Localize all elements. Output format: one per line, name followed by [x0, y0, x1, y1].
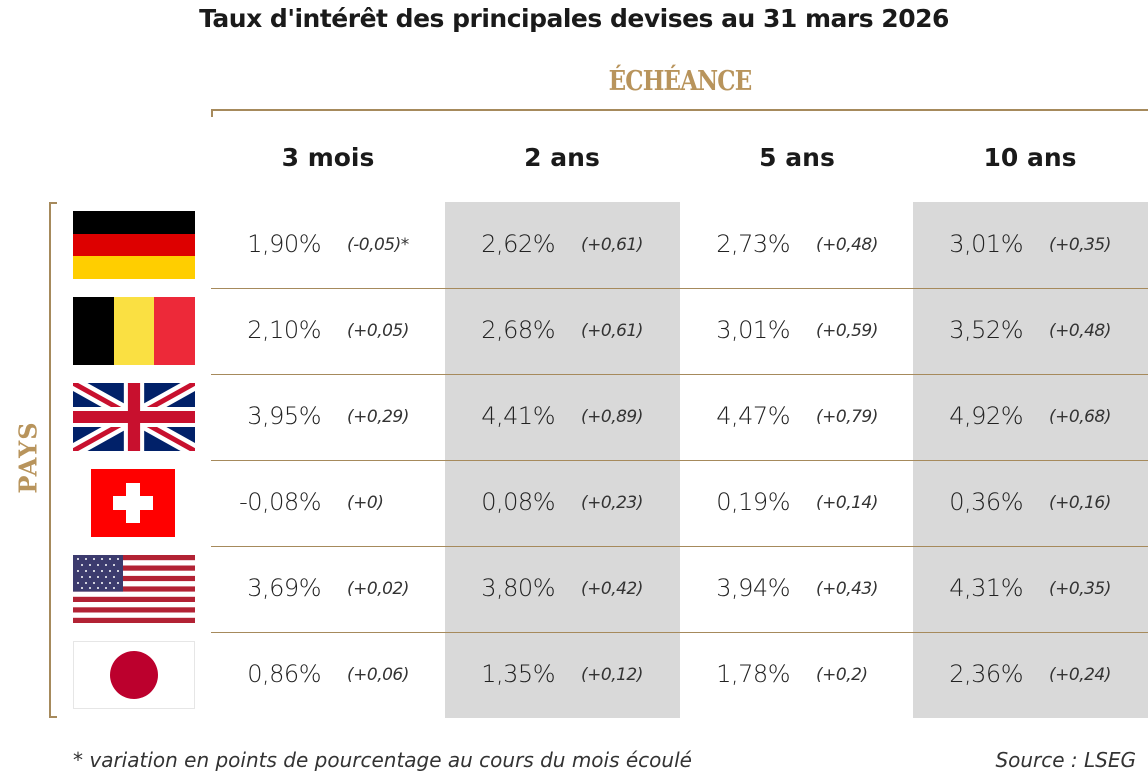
rate-change: (+0,42): [581, 579, 643, 599]
row-separator: [211, 632, 1148, 633]
rate-value: 4,31%: [949, 574, 1023, 602]
table-cell: 2,36% (+0,24): [913, 632, 1147, 718]
table-cell: 0,36% (+0,16): [913, 460, 1147, 546]
table-cell: 0,08% (+0,23): [445, 460, 679, 546]
rate-value: 2,73%: [716, 230, 790, 258]
rate-value: 2,10%: [247, 316, 321, 344]
rate-value: 2,68%: [481, 316, 555, 344]
table-cell: 0,19% (+0,14): [680, 460, 914, 546]
rate-value: 1,90%: [247, 230, 321, 258]
table-cell: 4,92% (+0,68): [913, 374, 1147, 460]
table-cell: 3,94% (+0,43): [680, 546, 914, 632]
rate-change: (+0,16): [1049, 493, 1111, 513]
table-cell: 4,31% (+0,35): [913, 546, 1147, 632]
column-group-divider: [211, 109, 1148, 111]
row-separator: [211, 546, 1148, 547]
rate-value: 3,94%: [716, 574, 790, 602]
row-group-label: PAYS: [13, 421, 43, 494]
table-cell: 2,10% (+0,05): [211, 288, 445, 374]
column-group-divider-tick: [211, 109, 213, 117]
rate-change: (+0,12): [581, 665, 643, 685]
rate-change: (+0,29): [347, 407, 409, 427]
germany-flag-icon: [73, 211, 195, 279]
table-cell: 1,78% (+0,2): [680, 632, 914, 718]
rate-change: (+0,48): [816, 235, 878, 255]
rate-change: (+0,23): [581, 493, 643, 513]
table-cell: 4,47% (+0,79): [680, 374, 914, 460]
table-cell: 3,95% (+0,29): [211, 374, 445, 460]
rate-change: (+0): [347, 493, 384, 513]
rate-value: 1,78%: [716, 660, 790, 688]
rate-change: (+0,14): [816, 493, 878, 513]
rate-value: 0,36%: [949, 488, 1023, 516]
footnote: * variation en points de pourcentage au …: [73, 748, 692, 772]
table-cell: 0,86% (+0,06): [211, 632, 445, 718]
row-separator: [211, 374, 1148, 375]
rate-change: (+0,61): [581, 235, 643, 255]
table-cell: 2,73% (+0,48): [680, 202, 914, 288]
column-group-label: ÉCHÉANCE: [608, 66, 753, 97]
rate-value: 4,92%: [949, 402, 1023, 430]
table-cell: 2,62% (+0,61): [445, 202, 679, 288]
row-separator: [211, 288, 1148, 289]
rate-value: 0,86%: [247, 660, 321, 688]
row-group-bracket-tick: [49, 202, 57, 204]
rate-value: 3,01%: [949, 230, 1023, 258]
table-cell: 3,52% (+0,48): [913, 288, 1147, 374]
rate-change: (+0,24): [1049, 665, 1111, 685]
rate-change: (+0,06): [347, 665, 409, 685]
table-cell: 3,80% (+0,42): [445, 546, 679, 632]
united-kingdom-flag-icon: [73, 383, 195, 451]
rate-change: (+0,35): [1049, 235, 1111, 255]
rate-change: (+0,89): [581, 407, 643, 427]
rate-value: -0,08%: [239, 488, 321, 516]
rate-value: 4,47%: [716, 402, 790, 430]
rate-value: 2,36%: [949, 660, 1023, 688]
rate-change: (+0,68): [1049, 407, 1111, 427]
united-states-flag-icon: [73, 555, 195, 623]
rate-change: (+0,02): [347, 579, 409, 599]
rate-change: (+0,2): [816, 665, 868, 685]
column-header: 5 ans: [759, 143, 835, 172]
rate-change: (+0,61): [581, 321, 643, 341]
rate-change: (+0,35): [1049, 579, 1111, 599]
rate-value: 4,41%: [481, 402, 555, 430]
table-cell: 3,69% (+0,02): [211, 546, 445, 632]
rate-value: 2,62%: [481, 230, 555, 258]
belgium-flag-icon: [73, 297, 195, 365]
rate-value: 3,52%: [949, 316, 1023, 344]
rate-change: (+0,79): [816, 407, 878, 427]
column-header: 10 ans: [983, 143, 1077, 172]
rate-value: 3,01%: [716, 316, 790, 344]
rate-value: 3,69%: [247, 574, 321, 602]
column-header: 2 ans: [524, 143, 600, 172]
row-group-bracket: [49, 202, 51, 718]
source-note: Source : LSEG: [995, 748, 1136, 772]
rate-change: (+0,59): [816, 321, 878, 341]
japan-flag-icon: [73, 641, 195, 709]
table-cell: 1,35% (+0,12): [445, 632, 679, 718]
rate-change: (+0,48): [1049, 321, 1111, 341]
rate-change: (+0,43): [816, 579, 878, 599]
table-cell: -0,08% (+0): [211, 460, 445, 546]
table-cell: 3,01% (+0,35): [913, 202, 1147, 288]
rate-value: 1,35%: [481, 660, 555, 688]
rate-change: (-0,05)*: [347, 235, 409, 255]
rate-value: 3,80%: [481, 574, 555, 602]
table-cell: 4,41% (+0,89): [445, 374, 679, 460]
column-header: 3 mois: [281, 143, 375, 172]
rate-value: 3,95%: [247, 402, 321, 430]
page-title: Taux d'intérêt des principales devises a…: [199, 4, 949, 33]
rate-value: 0,08%: [481, 488, 555, 516]
rate-value: 0,19%: [716, 488, 790, 516]
table-cell: 3,01% (+0,59): [680, 288, 914, 374]
row-separator: [211, 460, 1148, 461]
rate-change: (+0,05): [347, 321, 409, 341]
row-group-bracket-tick: [49, 716, 57, 718]
switzerland-flag-icon: [91, 469, 175, 537]
table-cell: 2,68% (+0,61): [445, 288, 679, 374]
table-cell: 1,90% (-0,05)*: [211, 202, 445, 288]
